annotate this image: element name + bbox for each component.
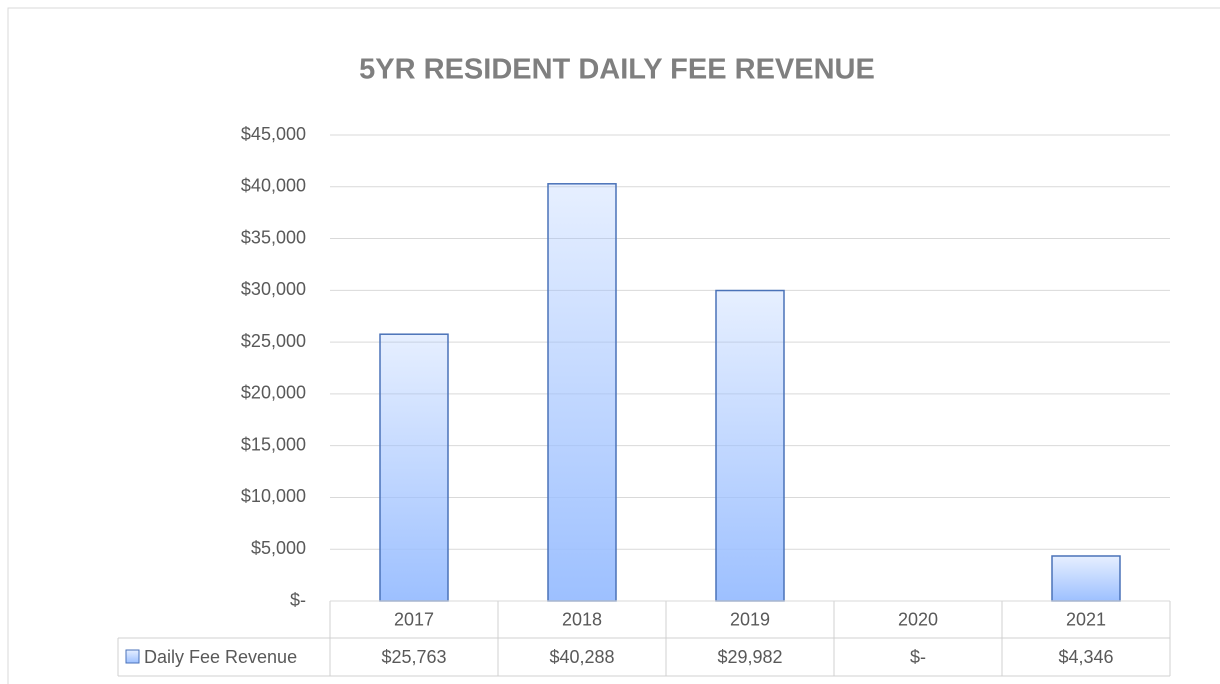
y-tick-label: $35,000 [241,227,306,247]
bar [715,289,785,602]
y-tick-label: $5,000 [251,538,306,558]
bar [379,333,449,602]
x-tick-label: 2018 [562,609,602,629]
y-tick-label: $10,000 [241,486,306,506]
bar [1051,555,1121,602]
y-tick-label: $15,000 [241,434,306,454]
chart-title: 5YR RESIDENT DAILY FEE REVENUE [359,54,875,86]
table-value: $40,288 [549,647,614,667]
y-tick-label: $20,000 [241,383,306,403]
y-tick-label: $45,000 [241,124,306,144]
y-tick-label: $25,000 [241,331,306,351]
x-tick-label: 2019 [730,609,770,629]
x-tick-label: 2017 [394,609,434,629]
table-value: $- [910,647,926,667]
y-tick-label: $- [290,590,306,610]
table-value: $25,763 [381,647,446,667]
table-value: $4,346 [1058,647,1113,667]
y-tick-label: $40,000 [241,176,306,196]
legend-label: Daily Fee Revenue [144,647,297,667]
y-tick-label: $30,000 [241,279,306,299]
x-tick-label: 2021 [1066,609,1106,629]
legend-key [125,649,140,664]
x-tick-label: 2020 [898,609,938,629]
bar [547,183,617,602]
table-value: $29,982 [717,647,782,667]
